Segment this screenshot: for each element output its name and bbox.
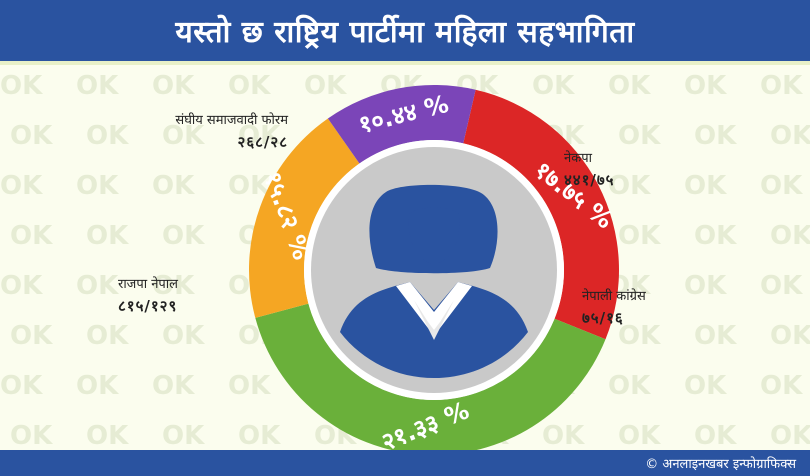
woman-avatar-icon bbox=[340, 184, 528, 378]
donut-slice bbox=[249, 118, 360, 318]
party-name: संघीय समाजवादी फोरम bbox=[175, 113, 288, 128]
party-label-congress: नेपाली कांग्रेस ७५/१६ bbox=[582, 286, 646, 328]
party-name: राजपा नेपाल bbox=[118, 277, 178, 292]
party-count: ४४१/७५ bbox=[564, 171, 615, 189]
page-title: यस्तो छ राष्ट्रिय पार्टीमा महिला सहभागित… bbox=[175, 15, 635, 50]
donut-slice bbox=[327, 85, 476, 164]
donut-slice bbox=[463, 89, 619, 340]
footer-bar: © अनलाइनखबर इन्फोग्राफिक्स bbox=[0, 450, 810, 476]
party-count: २६८/२८ bbox=[237, 133, 288, 151]
party-label-rajpa: राजपा नेपाल ८१५/१२९ bbox=[118, 274, 268, 316]
party-label-nekapa: नेकपा ४४१/७५ bbox=[564, 148, 614, 190]
donut-slice bbox=[255, 303, 606, 455]
party-name: नेकपा bbox=[564, 151, 592, 166]
party-label-federal-socialist: संघीय समाजवादी फोरम २६८/२८ bbox=[118, 110, 288, 152]
party-count: ८१५/१२९ bbox=[118, 297, 178, 315]
party-name: नेपाली कांग्रेस bbox=[582, 289, 646, 304]
header-banner: यस्तो छ राष्ट्रिय पार्टीमा महिला सहभागित… bbox=[0, 0, 810, 65]
credit-text: © अनलाइनखबर इन्फोग्राफिक्स bbox=[645, 457, 796, 472]
party-count: ७५/१६ bbox=[582, 309, 624, 327]
